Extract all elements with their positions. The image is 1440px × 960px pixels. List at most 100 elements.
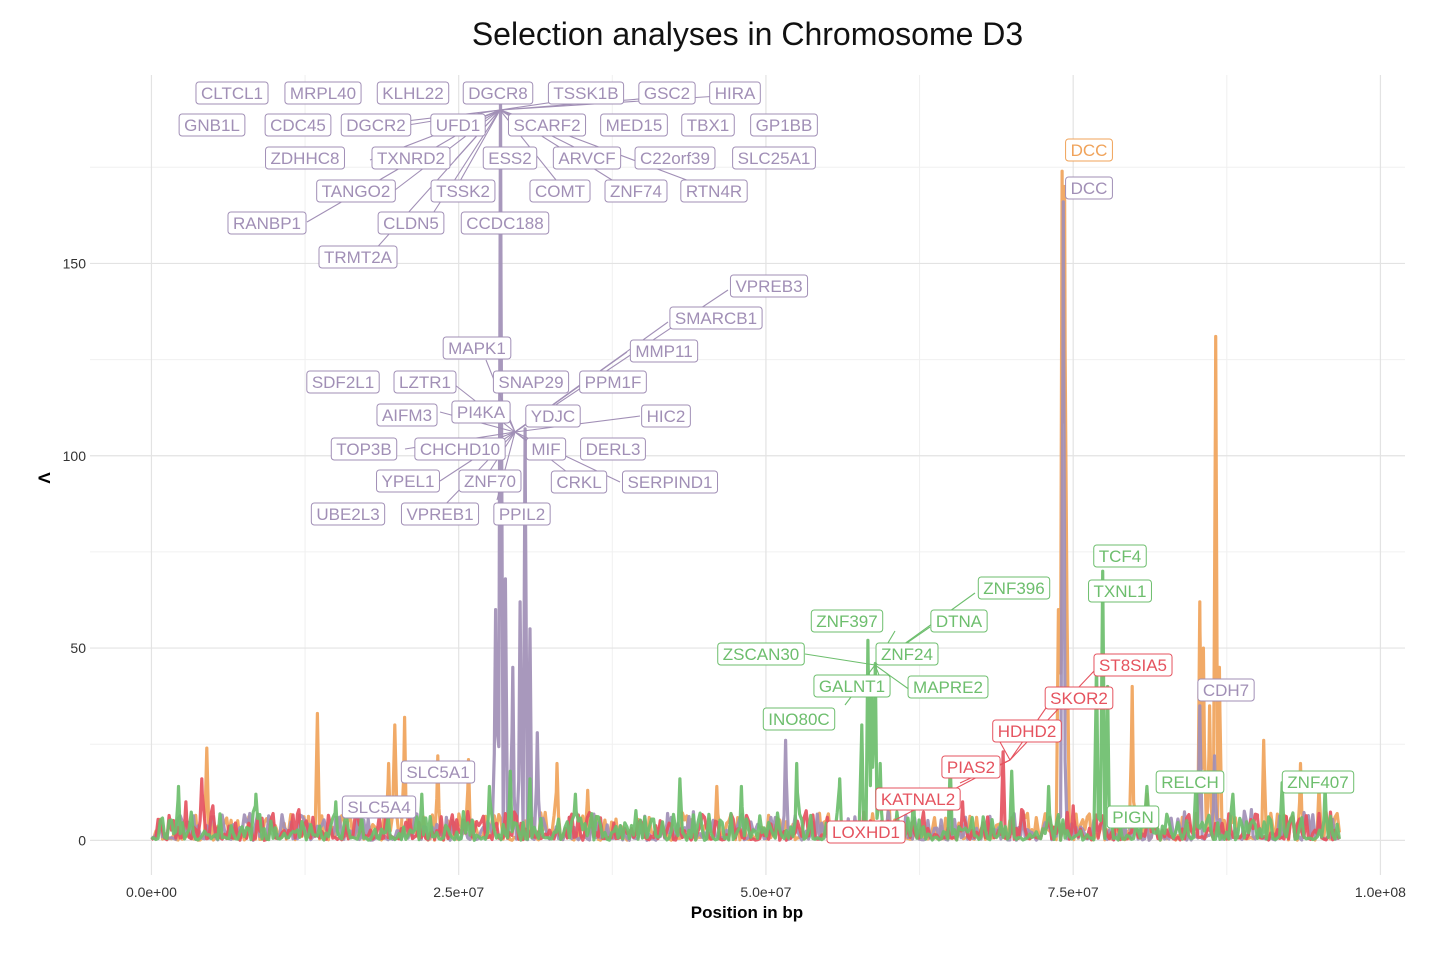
gene-label: PIGN [1106, 805, 1160, 829]
gene-label: DCC [1065, 176, 1113, 200]
gene-label: MAPK1 [442, 336, 512, 360]
gene-label: CLDN5 [377, 211, 445, 235]
gene-label-box [195, 81, 269, 105]
gene-label-text: HIRA [715, 84, 756, 103]
gene-label-box [729, 274, 809, 298]
gene-label: CLTCL1 [195, 81, 269, 105]
x-tick-label: 5.0e+07 [740, 884, 791, 900]
gene-label-box [493, 502, 551, 526]
gene-label: ZDHHC8 [265, 146, 345, 170]
gene-label-box [992, 719, 1062, 743]
gene-label: TBX1 [681, 113, 735, 137]
gene-label-text: SERPIND1 [627, 473, 712, 492]
gene-label: DGCR8 [462, 81, 534, 105]
gene-label-box [1044, 686, 1114, 710]
gene-label: LZTR1 [393, 370, 457, 394]
gene-label-text: KLHL22 [382, 84, 443, 103]
gene-label: GP1BB [750, 113, 818, 137]
gene-label-text: HDHD2 [998, 722, 1057, 741]
label-leader [1009, 669, 1096, 761]
gene-label: SKOR2 [1044, 686, 1114, 710]
gene-label-box [525, 437, 567, 461]
gene-label-box [330, 437, 398, 461]
gene-label-text: ZNF24 [881, 645, 933, 664]
gene-label-text: ZDHHC8 [271, 149, 340, 168]
gene-label-box [669, 306, 763, 330]
gene-label-text: COMT [535, 182, 585, 201]
gene-label-box [178, 113, 246, 137]
gene-label-text: SKOR2 [1050, 689, 1108, 708]
x-tick-label: 2.5e+07 [433, 884, 484, 900]
gene-label-box [680, 179, 748, 203]
gene-label: MRPL40 [284, 81, 362, 105]
gene-label-box [875, 642, 939, 666]
gene-label: ZSCAN30 [717, 642, 805, 666]
gene-label-box [1155, 770, 1225, 794]
gene-label: ZNF397 [810, 609, 884, 633]
gene-label: ESS2 [482, 146, 538, 170]
gene-label-text: VPREB1 [406, 505, 473, 524]
gene-label: PPIL2 [493, 502, 551, 526]
gene-label: DERL3 [580, 437, 646, 461]
gene-label-box [750, 113, 818, 137]
gene-label: MED15 [600, 113, 668, 137]
gene-label: SMARCB1 [669, 306, 763, 330]
gene-label-text: UFD1 [436, 116, 480, 135]
gene-label-text: TCF4 [1099, 547, 1142, 566]
gene-label-box [813, 674, 891, 698]
gene-label: ZNF24 [875, 642, 939, 666]
gene-label: CRKL [550, 470, 608, 494]
gene-label-text: TBX1 [687, 116, 730, 135]
gene-label: RELCH [1155, 770, 1225, 794]
gene-label-box [826, 820, 906, 844]
gene-label: SERPIND1 [621, 470, 719, 494]
gene-label-text: TRMT2A [324, 248, 393, 267]
gene-label: MAPRE2 [907, 675, 989, 699]
gene-label-box [941, 755, 1001, 779]
gene-label-text: ZSCAN30 [723, 645, 800, 664]
gene-label: PIAS2 [941, 755, 1001, 779]
gene-label: ZNF70 [458, 469, 522, 493]
gene-label-text: PI4KA [457, 403, 506, 422]
gene-label: GSC2 [638, 81, 696, 105]
gene-label-text: C22orf39 [640, 149, 710, 168]
label-layer: CLTCL1 MRPL40 KLHL22 DGCR8 TSSK1B GSC2 HIRA GNB… [178, 81, 1355, 844]
gene-label-box [264, 113, 332, 137]
gene-label-box [414, 437, 506, 461]
series-line [150, 88, 1340, 842]
gene-label-text: CLDN5 [383, 214, 439, 233]
gene-label-text: PIAS2 [947, 758, 995, 777]
gene-label: CDH7 [1197, 678, 1255, 702]
gene-label-text: PPM1F [585, 373, 642, 392]
gene-label-box [492, 370, 570, 394]
series-layer [150, 88, 1341, 842]
gene-label-box [265, 146, 345, 170]
x-axis-title: Position in bp [691, 903, 803, 922]
gene-label-box [430, 179, 496, 203]
gene-label-text: SLC5A1 [406, 763, 469, 782]
gene-label-text: SDF2L1 [312, 373, 374, 392]
gene-label-box [400, 502, 480, 526]
gene-label-box [1088, 579, 1152, 603]
gene-label-box [340, 113, 412, 137]
gene-label-box [1093, 653, 1173, 677]
gene-label: INO80C [762, 707, 836, 731]
gene-label: KATNAL2 [875, 787, 961, 811]
gene-label-box [709, 81, 761, 105]
gene-label-text: GNB1L [184, 116, 240, 135]
gene-label-text: TXNL1 [1094, 582, 1147, 601]
gene-label: COMT [529, 179, 591, 203]
gene-label-box [732, 146, 816, 170]
gene-label-box [306, 370, 380, 394]
gene-label-box [430, 113, 486, 137]
series-line [150, 569, 1341, 842]
gene-label: ST8SIA5 [1093, 653, 1173, 677]
label-leader [874, 664, 911, 691]
y-tick-label: 150 [63, 255, 87, 271]
gene-label-box [1197, 678, 1255, 702]
chart-title: Selection analyses in Chromosome D3 [471, 16, 1024, 52]
gene-label-text: ZNF74 [610, 182, 662, 201]
gene-label: DGCR2 [340, 113, 412, 137]
gene-label-box [547, 81, 625, 105]
gene-label-text: ST8SIA5 [1099, 656, 1167, 675]
